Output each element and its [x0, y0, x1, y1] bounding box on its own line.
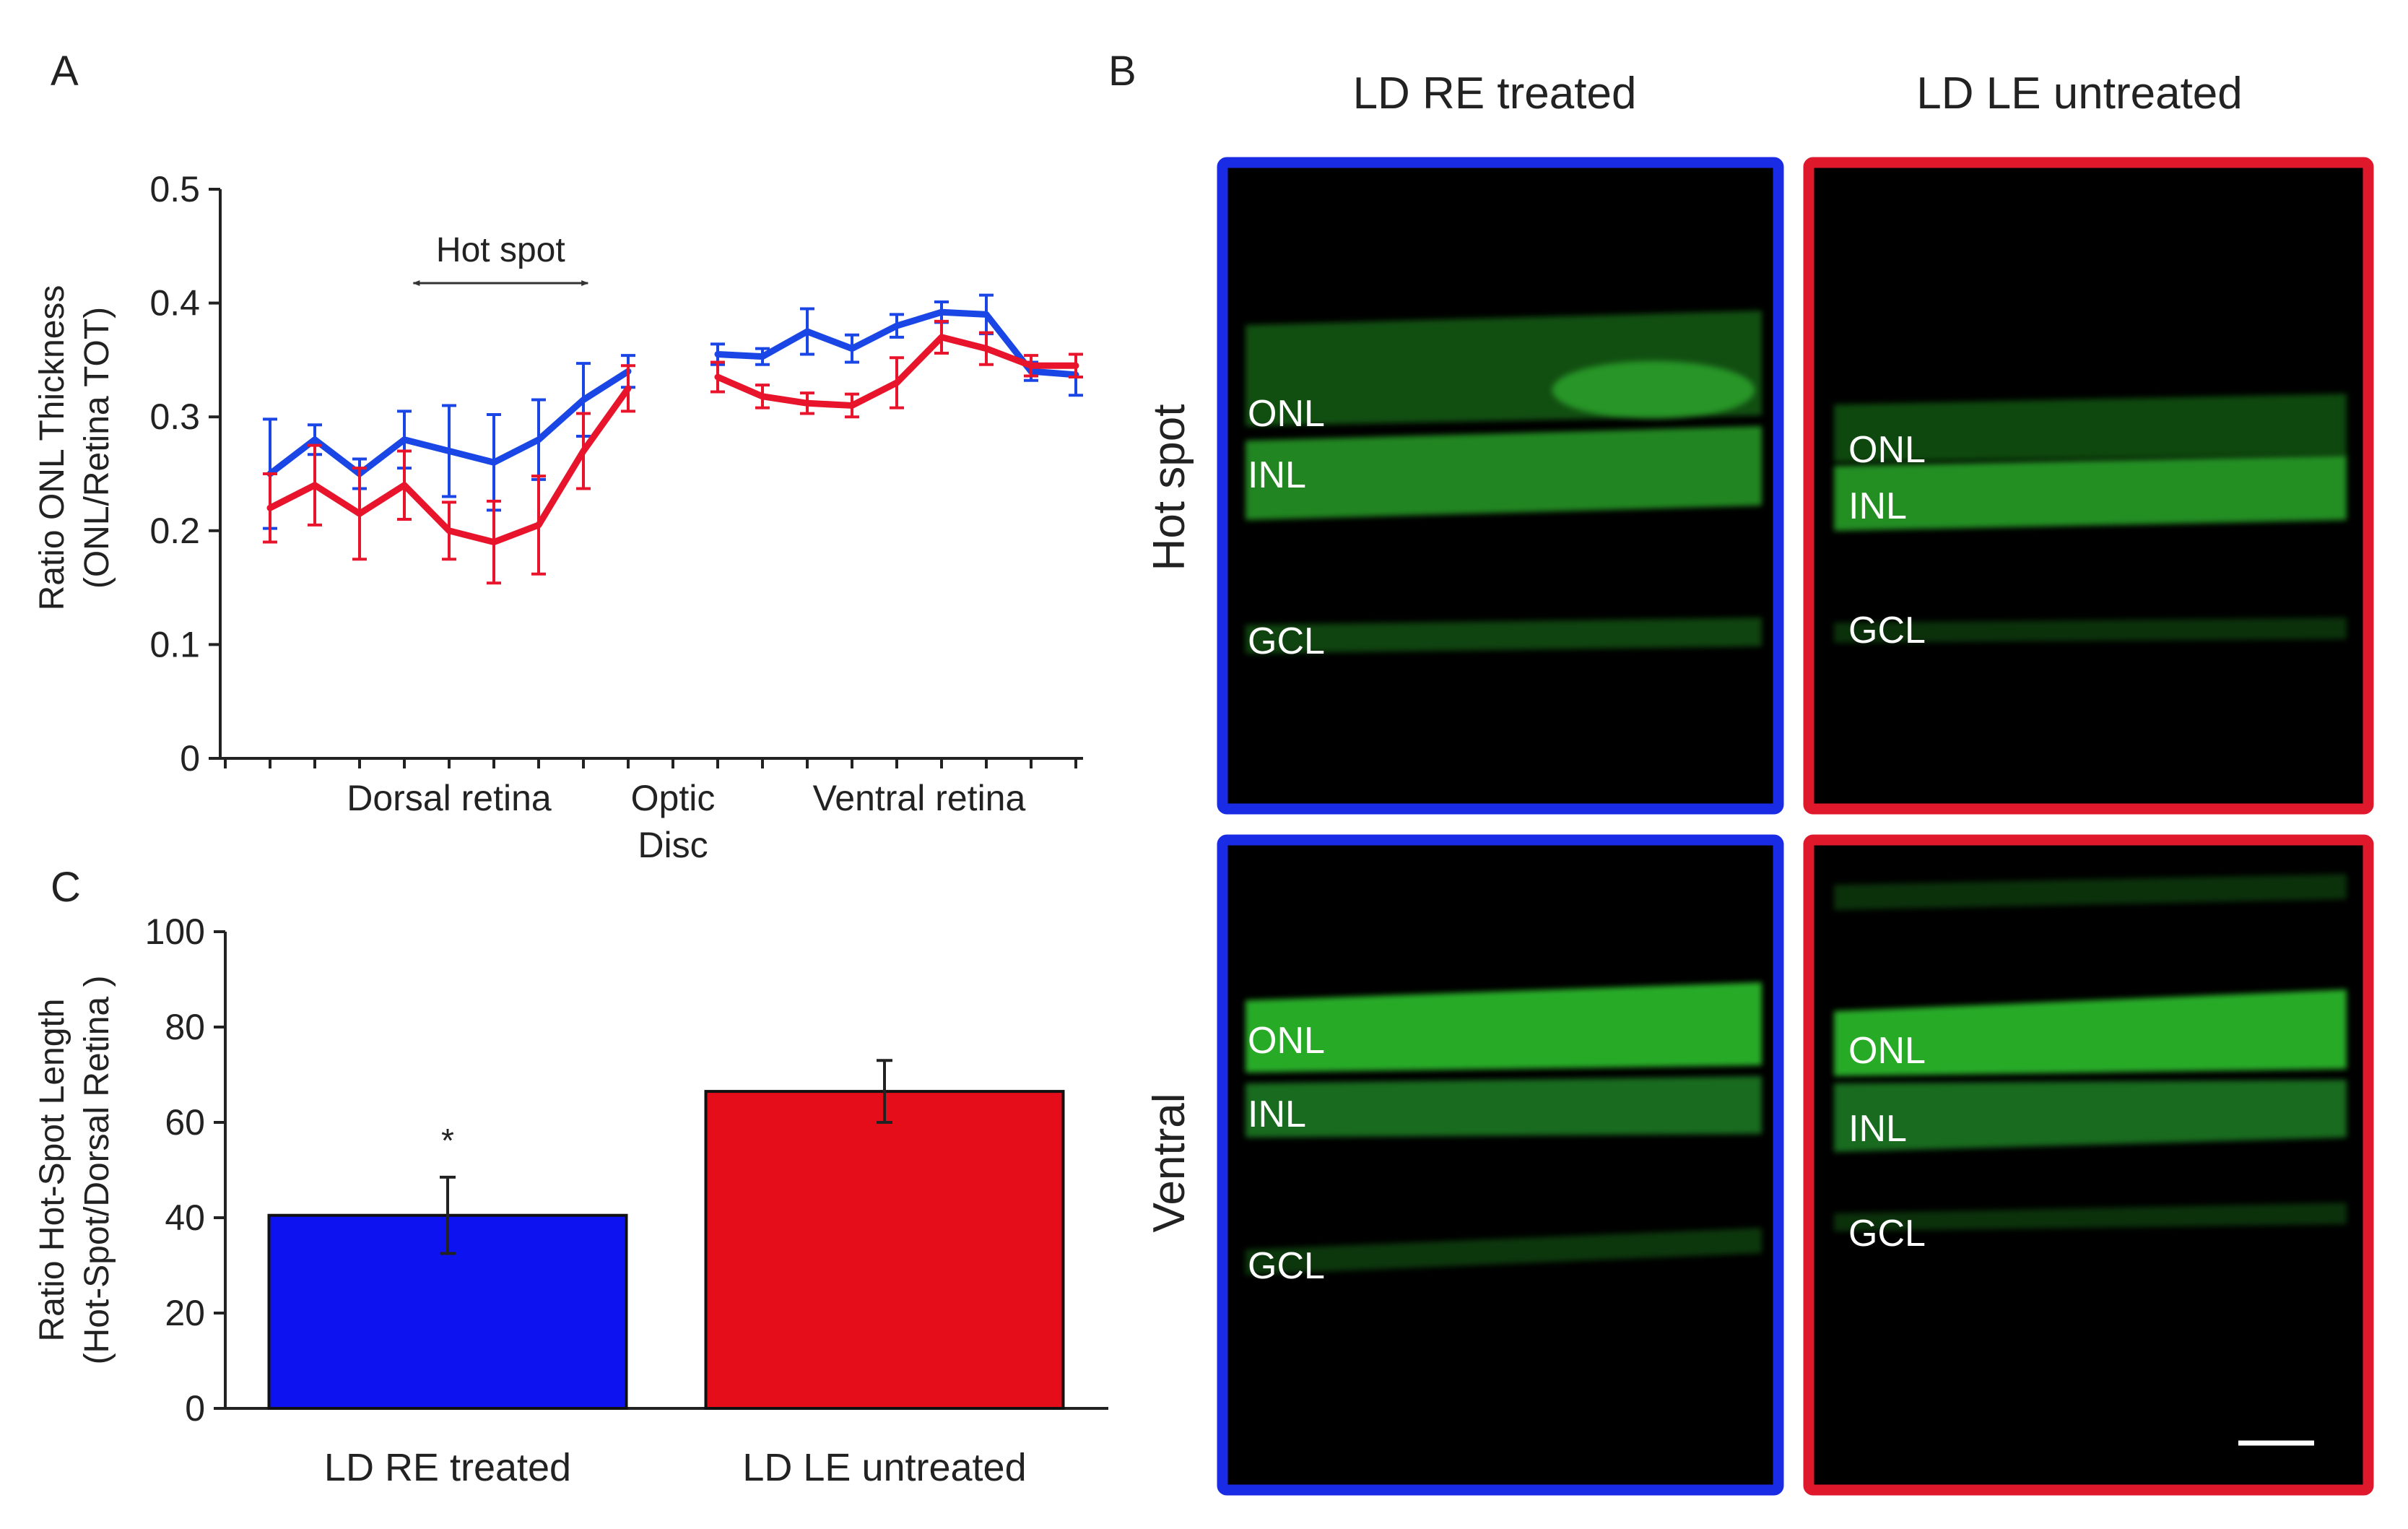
y-tick-label: 0 — [180, 738, 200, 779]
inl-band — [1246, 1076, 1762, 1138]
hot-spot-label: Hot spot — [436, 231, 565, 269]
panel-a-x-categories: Dorsal retina Optic Disc Ventral retina — [347, 778, 1025, 865]
series-ld-le-untreated — [263, 319, 1083, 585]
y-tick-label: 0.1 — [149, 624, 200, 664]
layer-label-onl: ONL — [1248, 1020, 1325, 1062]
outer-segment-speckles — [1834, 874, 2347, 910]
row-title-hot-spot: Hot spot — [1144, 404, 1194, 571]
series-line — [714, 334, 1079, 409]
series-line — [714, 308, 1079, 378]
row-title-ventral: Ventral — [1144, 1093, 1194, 1232]
x-category-label: Optic — [631, 778, 716, 818]
panel-label-a: A — [51, 48, 79, 95]
panel-b-micrographs: LD RE treated LD LE untreated Hot spot V… — [1144, 69, 2374, 1496]
layer-label-gcl: GCL — [1848, 610, 1926, 651]
layer-label-inl: INL — [1848, 1108, 1907, 1150]
y-tick-label: 40 — [165, 1197, 205, 1238]
panel-label-b: B — [1108, 48, 1136, 95]
panel-c-bars: * LD RE treated LD LE untreated — [267, 1059, 1065, 1489]
x-category-label: LD LE untreated — [742, 1446, 1026, 1489]
layer-label-gcl: GCL — [1248, 1245, 1325, 1287]
significance-marker: * — [441, 1122, 454, 1159]
x-category-label-line2: Disc — [638, 825, 708, 865]
micrograph-untreated-ventral: ONL INL GCL — [1803, 834, 2374, 1496]
layer-label-onl: ONL — [1848, 1030, 1926, 1072]
micrograph-treated-hot-spot: ONL INL GCL — [1217, 157, 1784, 815]
frame-untreated-ventral — [1803, 834, 2374, 1496]
y-tick-label: 80 — [165, 1007, 205, 1047]
bar-untreated — [704, 1090, 1065, 1410]
layer-label-onl: ONL — [1848, 429, 1926, 471]
micrograph-untreated-hot-spot: ONL INL GCL — [1803, 157, 2374, 815]
onl-band — [1246, 311, 1762, 426]
panel-a-series — [263, 293, 1083, 585]
y-tick-label: 20 — [165, 1293, 205, 1333]
layer-label-gcl: GCL — [1848, 1213, 1926, 1255]
inl-band — [1834, 455, 2347, 531]
panel-a-y-axis-title-2: (ONL/Retina TOT) — [78, 307, 116, 589]
x-category-label: LD RE treated — [324, 1446, 571, 1489]
series-line — [266, 368, 632, 477]
y-tick-label: 0 — [185, 1388, 205, 1429]
panel-a-y-axis-title: Ratio ONL Thickness — [33, 285, 71, 611]
y-tick-label: 100 — [145, 911, 205, 952]
y-tick-label: 0.5 — [149, 169, 200, 209]
panel-c-y-axis-title-2: (Hot-Spot/Dorsal Retina ) — [78, 976, 116, 1365]
panel-a-line-chart: 0 0.1 0.2 0.3 0.4 0.5 Dorsal retina Optic Disc V… — [33, 169, 1083, 865]
inl-band — [1246, 426, 1762, 520]
panel-c-y-axis-title: Ratio Hot-Spot Length — [33, 999, 71, 1342]
series-line — [266, 385, 632, 546]
frame-treated-ventral — [1217, 834, 1784, 1496]
x-category-label: Dorsal retina — [347, 778, 552, 818]
panel-a-x-axis — [220, 757, 1083, 768]
onl-band — [1246, 982, 1762, 1073]
onl-band — [1834, 989, 2347, 1076]
gcl-band — [1834, 618, 2347, 643]
layer-label-gcl: GCL — [1248, 620, 1325, 662]
inl-band — [1834, 1080, 2347, 1152]
gcl-band — [1246, 618, 1762, 654]
layer-label-inl: INL — [1248, 454, 1306, 496]
gcl-band — [1246, 1228, 1762, 1275]
gcl-band — [1834, 1203, 2347, 1231]
layer-label-onl: ONL — [1248, 393, 1325, 435]
panel-label-c: C — [51, 864, 81, 911]
panel-c-bar-chart: 0 20 40 60 80 100 * LD RE treated LD LE untreat… — [33, 911, 1108, 1489]
layer-label-inl: INL — [1248, 1093, 1306, 1135]
layer-label-inl: INL — [1848, 485, 1907, 527]
panel-a-y-axis: 0 0.1 0.2 0.3 0.4 0.5 — [149, 169, 222, 779]
onl-band — [1834, 394, 2347, 462]
column-title-untreated: LD LE untreated — [1916, 69, 2243, 118]
y-tick-label: 0.3 — [149, 397, 200, 437]
column-title-treated: LD RE treated — [1353, 69, 1637, 118]
x-category-label: Ventral retina — [813, 778, 1026, 818]
y-tick-label: 60 — [165, 1102, 205, 1143]
micrograph-treated-ventral: ONL INL GCL — [1217, 834, 1784, 1496]
y-tick-label: 0.2 — [149, 511, 200, 551]
y-tick-label: 0.4 — [149, 283, 200, 324]
